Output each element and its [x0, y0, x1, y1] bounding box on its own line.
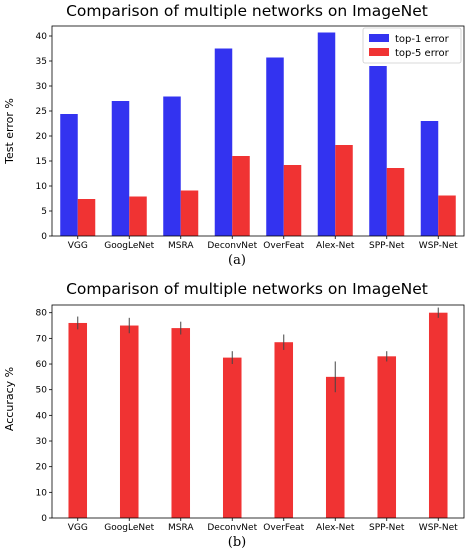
a-xtick-label: VGG [68, 241, 88, 251]
chart-a-caption: (a) [228, 253, 246, 268]
a-bar-top-5-error [77, 199, 96, 236]
chart-a-title: Comparison of multiple networks on Image… [66, 2, 428, 20]
a-xtick-label: OverFeat [263, 241, 304, 251]
b-xtick-label: DeconvNet [207, 523, 257, 533]
a-xtick-label: GoogLeNet [104, 241, 154, 251]
b-xtick-label: GoogLeNet [104, 523, 154, 533]
chart-b-caption: (b) [228, 535, 246, 550]
a-bar-top-5-error [438, 195, 456, 236]
b-bar [119, 325, 139, 518]
a-bar-top-1-error [317, 32, 336, 236]
b-ytick-label: 40 [36, 411, 48, 421]
a-bar-top-1-error [420, 121, 439, 236]
a-ytick-label: 30 [36, 82, 48, 92]
a-bar-top-5-error [232, 156, 250, 236]
b-ytick-label: 70 [36, 334, 48, 344]
chart-b: Comparison of multiple networks on Image… [3, 280, 465, 550]
chart-a-legend-swatch [369, 48, 389, 56]
a-bar-top-1-error [369, 66, 387, 236]
chart-a-legend-label: top-5 error [395, 48, 450, 59]
chart-a-plot-frame [51, 25, 465, 237]
a-bar-top-5-error [335, 145, 353, 236]
b-bar [325, 376, 345, 518]
chart-a: Comparison of multiple networks on Image… [3, 2, 465, 268]
a-bar-top-1-error [163, 96, 181, 236]
a-xtick-label: MSRA [168, 241, 194, 251]
b-ytick-label: 0 [41, 514, 47, 524]
chart-a-legend-swatch [369, 34, 389, 42]
b-xtick-label: VGG [68, 523, 88, 533]
chart-a-legend: top-1 error top-5 error [362, 27, 462, 64]
a-xtick-label: DeconvNet [207, 241, 257, 251]
b-xtick-label: WSP-Net [419, 523, 458, 533]
b-ytick-label: 60 [36, 360, 48, 370]
b-ytick-label: 10 [36, 488, 48, 498]
a-ytick-label: 15 [36, 157, 47, 167]
a-ytick-label: 20 [36, 132, 48, 142]
b-xtick-label: Alex-Net [316, 523, 355, 533]
a-bar-top-5-error [180, 190, 199, 236]
a-ytick-label: 40 [36, 32, 48, 42]
b-bar [171, 328, 191, 518]
b-bar [428, 312, 448, 518]
a-xtick-label: Alex-Net [316, 241, 355, 251]
a-ytick-label: 5 [41, 207, 47, 217]
a-ytick-label: 35 [36, 57, 47, 67]
chart-b-ylabel: Accuracy % [3, 367, 16, 431]
b-xtick-label: MSRA [168, 523, 194, 533]
a-xtick-label: WSP-Net [419, 241, 458, 251]
a-ytick-label: 10 [36, 182, 48, 192]
b-ytick-label: 20 [36, 463, 48, 473]
a-bar-top-1-error [214, 48, 233, 236]
a-bar-top-1-error [60, 114, 78, 236]
a-ytick-label: 25 [36, 107, 47, 117]
b-bar [222, 357, 242, 518]
b-bar [68, 322, 88, 518]
b-xtick-label: SPP-Net [369, 523, 405, 533]
chart-b-title: Comparison of multiple networks on Image… [66, 280, 428, 298]
b-bar [274, 342, 294, 518]
a-xtick-label: SPP-Net [369, 241, 405, 251]
chart-a-ylabel: Test error % [3, 98, 16, 165]
a-bar-top-1-error [111, 101, 130, 236]
a-ytick-label: 0 [41, 232, 47, 242]
b-xtick-label: OverFeat [263, 523, 304, 533]
a-bar-top-5-error [129, 196, 147, 236]
chart-b-plot-frame [51, 304, 465, 519]
b-ytick-label: 50 [36, 386, 48, 396]
b-ytick-label: 30 [36, 437, 48, 447]
a-bar-top-5-error [283, 165, 302, 236]
b-bar [377, 356, 397, 518]
a-bar-top-5-error [386, 168, 405, 236]
chart-a-legend-label: top-1 error [395, 34, 450, 45]
b-ytick-label: 80 [36, 309, 48, 319]
a-bar-top-1-error [266, 57, 284, 236]
